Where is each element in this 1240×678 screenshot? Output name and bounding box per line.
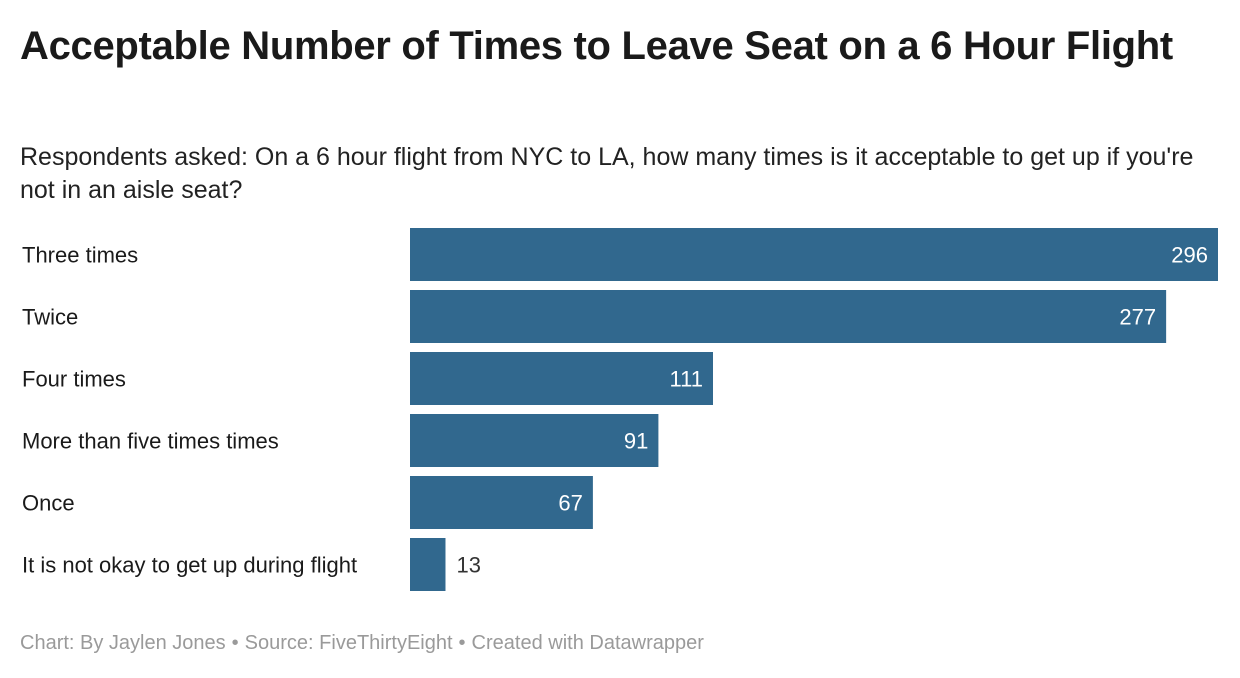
category-label: Three times [22, 243, 138, 268]
footer-separator: • [231, 632, 239, 654]
bar-value-label: 296 [1171, 243, 1208, 268]
chart-title: Acceptable Number of Times to Leave Seat… [20, 24, 1173, 68]
category-label: More than five times times [22, 429, 279, 454]
chart-credit: Chart: By Jaylen Jones [20, 632, 226, 654]
category-label: Twice [22, 305, 78, 330]
category-label: It is not okay to get up during flight [22, 553, 357, 578]
chart-subtitle: Respondents asked: On a 6 hour flight fr… [20, 143, 1194, 204]
bar [410, 414, 659, 467]
bar-value-label: 111 [670, 367, 703, 392]
bar-value-label: 13 [456, 553, 480, 578]
bar [410, 228, 1218, 281]
chart-footer: Chart: By Jaylen Jones • Source: FiveThirt… [20, 632, 704, 655]
category-label: Once [22, 491, 75, 516]
bar-value-label: 67 [558, 491, 582, 516]
category-label: Four times [22, 367, 126, 392]
bar [410, 290, 1167, 343]
bar-value-label: 277 [1119, 305, 1156, 330]
bar [410, 476, 593, 529]
chart-created-with: Created with Datawrapper [471, 632, 704, 654]
bar [410, 538, 446, 591]
bar-value-label: 91 [624, 429, 648, 454]
bar [410, 352, 713, 405]
chart-source: Source: FiveThirtyEight [244, 632, 453, 654]
footer-separator: • [458, 632, 466, 654]
